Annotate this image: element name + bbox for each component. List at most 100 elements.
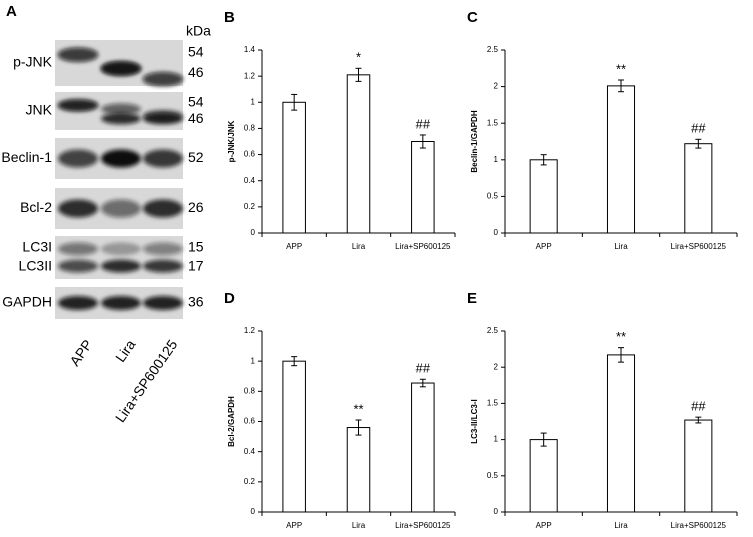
lane-label: APP	[66, 337, 95, 369]
bar	[684, 143, 713, 234]
error-bar	[355, 419, 362, 436]
blot-strip	[55, 236, 183, 279]
error-bar	[695, 416, 702, 424]
y-axis-label: p-JNK/JNK	[227, 120, 236, 162]
x-tick-label: APP	[286, 242, 302, 251]
blot-band	[143, 149, 183, 168]
significance-label: ##	[416, 116, 431, 131]
bar	[684, 419, 713, 513]
protein-label: Bcl-2	[20, 199, 52, 215]
y-tick-label: 1	[494, 435, 499, 444]
bar	[606, 354, 636, 513]
bar	[606, 85, 636, 234]
blot-band	[101, 199, 141, 218]
x-tick-label: APP	[536, 242, 552, 251]
error-bar	[540, 432, 547, 447]
error-bar	[695, 138, 702, 149]
size-label: 46	[188, 110, 204, 126]
blot-band	[101, 149, 141, 168]
x-tick-label: Lira	[614, 521, 628, 530]
significance-label: **	[616, 329, 626, 344]
bar	[346, 74, 371, 234]
y-axis-label: Beclin-1/GAPDH	[470, 110, 479, 172]
protein-label: JNK	[26, 102, 53, 118]
error-bar	[618, 79, 624, 93]
blot-band	[101, 242, 141, 256]
y-tick-label: 0.2	[244, 477, 256, 486]
y-tick-label: 1.5	[487, 399, 499, 408]
x-tick-label: APP	[536, 521, 552, 530]
panel-label: E	[467, 290, 477, 307]
y-tick-label: 1	[251, 97, 256, 106]
size-label: 54	[188, 44, 204, 60]
significance-label: ##	[691, 121, 706, 136]
error-bar	[419, 134, 426, 149]
y-tick-label: 1.2	[244, 71, 256, 80]
bar	[529, 159, 558, 234]
y-tick-label: 1	[251, 356, 256, 365]
blot-band	[143, 259, 183, 273]
size-label: 36	[188, 294, 204, 310]
y-tick-label: 2.5	[487, 326, 499, 335]
blot-band	[58, 99, 98, 112]
error-bar	[540, 154, 547, 166]
size-label: 52	[188, 149, 204, 165]
panel-label: A	[6, 3, 17, 20]
y-tick-label: 1.2	[244, 326, 256, 335]
x-tick-label: Lira+SP600125	[395, 521, 451, 530]
size-label: 17	[188, 258, 204, 274]
blot-band	[58, 149, 98, 168]
blot-band	[58, 199, 98, 218]
size-label: 26	[188, 199, 204, 215]
x-tick-label: Lira	[614, 242, 628, 251]
bar	[282, 360, 306, 513]
y-tick-label: 0.5	[487, 192, 499, 201]
blot-band	[143, 242, 183, 256]
y-tick-label: 2.5	[487, 45, 499, 54]
blot-band	[143, 295, 183, 311]
blot-band	[101, 259, 141, 273]
significance-label: *	[356, 50, 361, 65]
bar	[346, 427, 371, 513]
protein-label: p-JNK	[13, 54, 53, 70]
x-tick-label: Lira+SP600125	[671, 521, 727, 530]
size-label: 46	[188, 64, 204, 80]
y-tick-label: 1.4	[244, 45, 256, 54]
blot-band	[101, 61, 141, 76]
protein-label: LC3I	[22, 239, 52, 255]
error-bar	[291, 356, 298, 367]
blot-band	[58, 242, 98, 256]
blot-band	[101, 103, 141, 115]
blot-band	[143, 199, 183, 218]
blot-band	[58, 259, 98, 273]
y-tick-label: 0.4	[244, 176, 256, 185]
y-tick-label: 1.5	[487, 118, 499, 127]
significance-label: ##	[416, 361, 431, 376]
blot-band	[58, 295, 98, 311]
y-tick-label: 0.4	[244, 447, 256, 456]
protein-label: LC3II	[19, 258, 52, 274]
bar	[282, 101, 306, 234]
y-tick-label: 0.2	[244, 202, 256, 211]
panel-label: B	[224, 9, 235, 26]
y-axis-label: Bcl-2/GAPDH	[227, 396, 236, 447]
x-tick-label: Lira+SP600125	[671, 242, 727, 251]
x-tick-label: APP	[286, 521, 302, 530]
x-tick-label: Lira	[352, 242, 366, 251]
error-bar	[291, 93, 298, 111]
blot-band	[58, 47, 98, 62]
y-axis-label: LC3-II/LC3-I	[470, 399, 479, 443]
protein-label: Beclin-1	[1, 149, 52, 165]
y-tick-label: 2	[494, 82, 499, 91]
panel-label: D	[224, 290, 235, 307]
y-tick-label: 1	[494, 155, 499, 164]
blot-band	[143, 72, 183, 86]
error-bar	[618, 347, 624, 363]
y-tick-label: 2	[494, 362, 499, 371]
y-tick-label: 0.8	[244, 386, 256, 395]
blot-band	[143, 112, 183, 125]
blot-band	[101, 112, 141, 125]
bar	[411, 382, 435, 513]
blot-band	[101, 295, 141, 311]
